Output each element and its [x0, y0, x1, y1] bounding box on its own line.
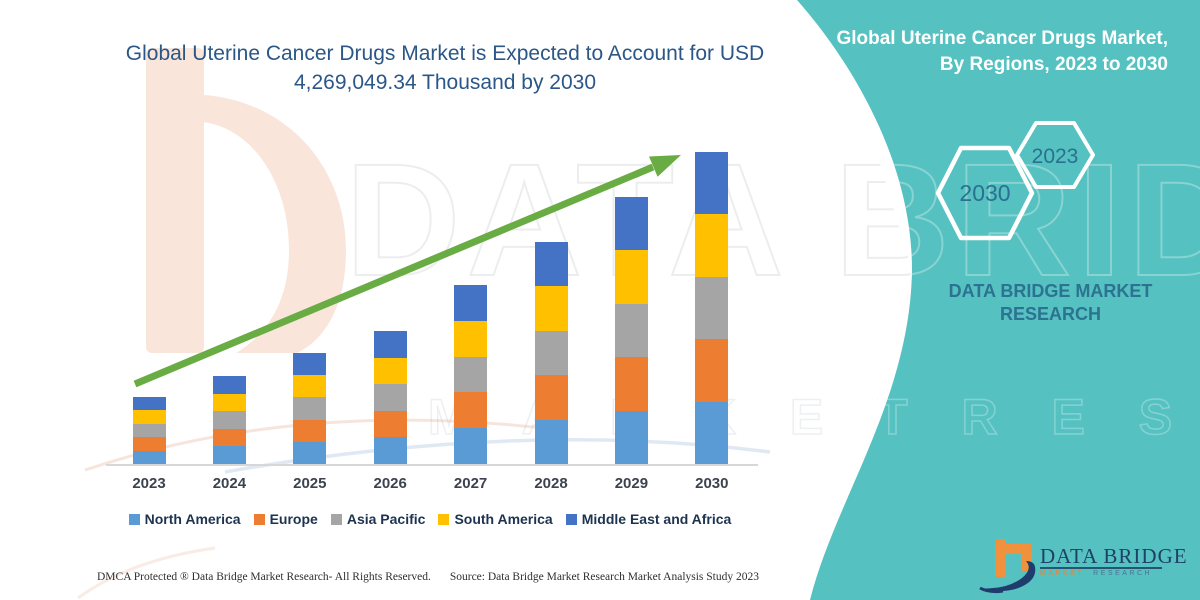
footer-source-text: Source: Data Bridge Market Research Mark…: [449, 571, 759, 583]
legend-label: South America: [454, 511, 553, 527]
bar-segment-europe: [534, 375, 568, 420]
logo-subtext-research: RESEARCH: [1093, 570, 1153, 577]
logo-subtext: MARKET RESEARCH: [1040, 570, 1152, 577]
logo-wordmark: DATA BRIDGE: [1040, 544, 1188, 568]
bar-segment-south-america: [373, 357, 407, 385]
hexagon-2030-shape: [935, 145, 1035, 241]
bar-segment-south-america: [614, 250, 648, 304]
x-axis-label-2025: 2025: [293, 475, 327, 492]
bar-segment-middle-east-and-africa: [373, 331, 407, 358]
bar-segment-asia-pacific: [293, 397, 327, 420]
legend-label: North America: [144, 511, 241, 527]
bar-segment-middle-east-and-africa: [695, 152, 729, 215]
data-bridge-logo-icon: [979, 539, 1036, 594]
chart-title-line1: Global Uterine Cancer Drugs Market is Ex…: [125, 42, 765, 65]
bar-segment-middle-east-and-africa: [212, 376, 246, 394]
chart-title: Global Uterine Cancer Drugs Market is Ex…: [120, 40, 770, 98]
logo-underline: [1040, 567, 1162, 569]
x-axis-label-2029: 2029: [614, 475, 649, 492]
x-axis-label-2024: 2024: [212, 475, 247, 492]
legend-swatch: [330, 513, 342, 525]
legend-swatch: [128, 513, 140, 525]
footer-dmca-text: DMCA Protected ® Data Bridge Market Rese…: [97, 571, 431, 583]
bar-segment-south-america: [293, 375, 327, 398]
legend-item-north-america: North America: [128, 511, 241, 527]
legend-item-asia-pacific: Asia Pacific: [330, 511, 426, 527]
hexagon-2023-shape: [1015, 121, 1095, 189]
legend-swatch: [253, 513, 265, 525]
stacked-bar-2029: [614, 197, 648, 464]
brand-text: DATA BRIDGE MARKET RESEARCH: [928, 280, 1173, 327]
bar-segment-asia-pacific: [534, 330, 568, 376]
x-axis-label-2023: 2023: [132, 475, 166, 492]
bar-segment-middle-east-and-africa: [132, 397, 166, 411]
bar-segment-middle-east-and-africa: [454, 285, 488, 321]
hexagon-2023-label: 2023: [1032, 145, 1079, 168]
x-axis-label-2027: 2027: [453, 475, 488, 492]
bar-segment-middle-east-and-africa: [534, 242, 568, 287]
footer: DMCA Protected ® Data Bridge Market Rese…: [97, 571, 759, 583]
legend-label: Middle East and Africa: [581, 511, 732, 527]
right-panel-title-line1: Global Uterine Cancer Drugs Market,: [836, 28, 1168, 49]
bar-segment-south-america: [454, 320, 488, 357]
legend-item-europe: Europe: [253, 511, 318, 527]
right-panel-title: Global Uterine Cancer Drugs Market, By R…: [748, 26, 1168, 77]
bar-segment-asia-pacific: [614, 303, 648, 358]
bar-segment-asia-pacific: [695, 276, 729, 340]
x-axis-label-2030: 2030: [695, 475, 729, 492]
bar-segment-middle-east-and-africa: [293, 353, 327, 376]
brand-text-line2: RESEARCH: [999, 304, 1101, 325]
legend-item-middle-east-and-africa: Middle East and Africa: [565, 511, 732, 527]
legend-label: Europe: [269, 511, 318, 527]
trend-arrow: [133, 155, 681, 388]
hexagon-2030-label: 2030: [959, 180, 1010, 206]
brand-text-line1: DATA BRIDGE MARKET: [948, 281, 1153, 301]
legend-item-south-america: South America: [438, 511, 553, 527]
bar-segment-south-america: [695, 214, 729, 277]
legend-swatch: [565, 513, 577, 525]
bar-segment-middle-east-and-africa: [614, 197, 648, 251]
legend-label: Asia Pacific: [346, 511, 426, 527]
legend-swatch: [438, 513, 450, 525]
x-axis-label-2028: 2028: [534, 475, 568, 492]
right-panel-title-line2: By Regions, 2023 to 2030: [939, 53, 1168, 75]
hexagon-badges: 2030 2023: [935, 121, 1095, 241]
bar-segment-south-america: [534, 286, 568, 331]
bar-segment-asia-pacific: [373, 384, 407, 411]
logo-subtext-market: MARKET: [1040, 570, 1085, 577]
bar-segment-europe: [695, 339, 729, 402]
bar-segment-europe: [614, 357, 648, 411]
chart-title-line2: 4,269,049.34 Thousand by 2030: [293, 70, 597, 94]
bar-segment-south-america: [212, 393, 246, 412]
x-axis-label-2026: 2026: [373, 475, 407, 492]
bar-segment-asia-pacific: [454, 356, 488, 393]
chart-legend: North America Europe Asia Pacific South Ame…: [100, 511, 760, 527]
